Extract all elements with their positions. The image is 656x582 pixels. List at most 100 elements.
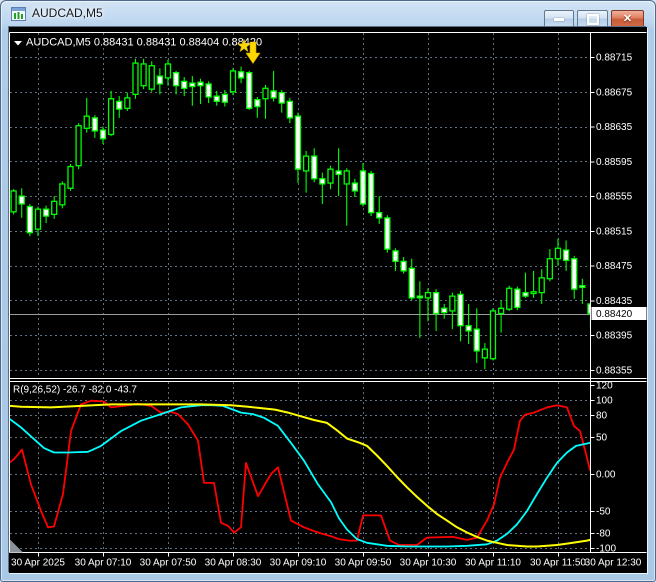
indicator-tick-label: 0.00 xyxy=(596,470,616,481)
minimize-icon xyxy=(554,17,564,21)
bear-candle xyxy=(189,82,196,88)
price-tick-label: 0.88515 xyxy=(596,226,633,237)
bull-candle xyxy=(424,291,432,299)
bear-candle xyxy=(400,260,407,272)
price-axis[interactable]: 0.88715 0.88675 0.88635 0.88595 0.88555 0.885… xyxy=(590,53,647,555)
bear-candle xyxy=(221,93,229,103)
bear-candle xyxy=(376,211,383,219)
price-tick-label: 0.88395 xyxy=(596,331,633,342)
restore-icon xyxy=(586,13,599,25)
bear-candle xyxy=(99,129,107,140)
bull-candle xyxy=(67,165,74,189)
bull-candle xyxy=(83,115,90,129)
price-tick-label: 0.88475 xyxy=(596,261,633,272)
chart-header-ohlc: AUDCAD,M5 0.88431 0.88431 0.88404 0.8842… xyxy=(26,37,262,49)
bull-candle xyxy=(530,291,537,295)
indicator-tick-label: -50 xyxy=(596,507,611,518)
chart-window-icon xyxy=(11,7,26,21)
bear-candle xyxy=(457,293,464,327)
indicator-lines xyxy=(10,399,591,548)
chart-client-area[interactable]: 0.88715 0.88675 0.88635 0.88595 0.88555 0.885… xyxy=(9,27,647,573)
bull-candle xyxy=(302,155,310,172)
bear-candle xyxy=(408,267,415,299)
indicator-tick-label: -80 xyxy=(596,529,611,540)
bear-candle xyxy=(213,95,220,102)
bear-candle xyxy=(254,98,261,108)
panel-resize-grip[interactable] xyxy=(10,539,23,553)
restore-button[interactable] xyxy=(577,10,608,28)
bear-candle xyxy=(384,217,391,250)
bear-candle xyxy=(571,258,578,290)
bear-candle xyxy=(319,178,326,185)
indicator-tick-label: 100 xyxy=(596,396,613,407)
bull-candle xyxy=(140,63,147,87)
bear-candle xyxy=(286,100,294,119)
bear-candle xyxy=(18,195,25,205)
indicator-line-slow xyxy=(10,403,591,548)
bear-candle xyxy=(116,100,123,110)
bear-candle xyxy=(392,250,399,262)
time-axis[interactable]: 30 Apr 2025 30 Apr 07:10 30 Apr 07:50 30 Ap… xyxy=(11,552,642,569)
bear-candle xyxy=(270,90,277,99)
bull-candle xyxy=(164,63,172,79)
indicator-tick-label: 50 xyxy=(596,433,608,444)
chart-canvas[interactable]: 0.88715 0.88675 0.88635 0.88595 0.88555 0.885… xyxy=(9,27,647,573)
bear-candle xyxy=(514,288,521,309)
bull-candle xyxy=(132,62,139,96)
bear-candle xyxy=(311,155,318,180)
time-tick-label: 30 Apr 09:50 xyxy=(335,558,392,569)
time-tick-label: 30 Apr 07:10 xyxy=(75,558,132,569)
current-price-label: 0.88420 xyxy=(596,309,633,320)
bull-candle xyxy=(229,70,237,93)
bear-candle xyxy=(351,182,359,192)
panel-borders xyxy=(9,32,647,553)
grid xyxy=(10,33,590,552)
minimize-button[interactable] xyxy=(544,10,574,28)
indicator-line-fast xyxy=(10,399,591,546)
time-tick-label: 30 Apr 11:10 xyxy=(465,558,521,569)
price-tick-label: 0.88635 xyxy=(596,122,633,133)
bull-candle xyxy=(51,200,58,216)
price-tick-label: 0.88435 xyxy=(596,296,633,307)
indicator-line-mid xyxy=(10,404,591,548)
bull-candle xyxy=(59,183,66,206)
time-tick-label: 30 Apr 09:10 xyxy=(270,558,327,569)
bear-candle xyxy=(42,208,50,217)
bear-candle xyxy=(522,291,529,297)
bear-candle xyxy=(579,285,586,289)
bear-candle xyxy=(278,91,285,104)
bull-candle xyxy=(107,98,115,136)
window-title: AUDCAD,M5 xyxy=(32,6,103,20)
star-icon xyxy=(236,38,252,53)
title-bar[interactable]: AUDCAD,M5 ✕ xyxy=(1,1,655,28)
indicator-tick-label: -100 xyxy=(596,544,616,555)
time-tick-label: 30 Apr 2025 xyxy=(11,558,65,569)
bull-candle xyxy=(538,277,545,294)
bear-candle xyxy=(465,325,472,332)
price-tick-label: 0.88555 xyxy=(596,192,633,203)
bull-candle xyxy=(148,65,155,90)
bear-candle xyxy=(205,83,212,98)
bull-candle xyxy=(554,247,562,260)
bear-candle xyxy=(441,307,448,314)
candlesticks xyxy=(10,58,591,370)
bear-candle xyxy=(416,295,424,299)
bull-candle xyxy=(343,170,350,185)
indicator-tick-label: 120 xyxy=(596,381,613,392)
bull-candle xyxy=(506,287,513,310)
bear-candle xyxy=(91,117,98,132)
time-tick-label: 30 Apr 11:50 xyxy=(530,558,586,569)
bull-candle xyxy=(327,168,334,184)
time-tick-label: 30 Apr 12:30 xyxy=(585,558,642,569)
symbol-dropdown-icon[interactable] xyxy=(14,41,22,46)
bear-candle xyxy=(367,172,375,214)
bear-candle xyxy=(181,80,188,89)
window-controls: ✕ xyxy=(544,10,644,28)
bear-candle xyxy=(197,81,204,87)
time-tick-label: 30 Apr 07:50 xyxy=(140,558,197,569)
close-button[interactable]: ✕ xyxy=(611,10,644,28)
close-icon: ✕ xyxy=(622,12,633,25)
bull-candle xyxy=(75,125,82,167)
time-tick-label: 30 Apr 10:30 xyxy=(400,558,457,569)
